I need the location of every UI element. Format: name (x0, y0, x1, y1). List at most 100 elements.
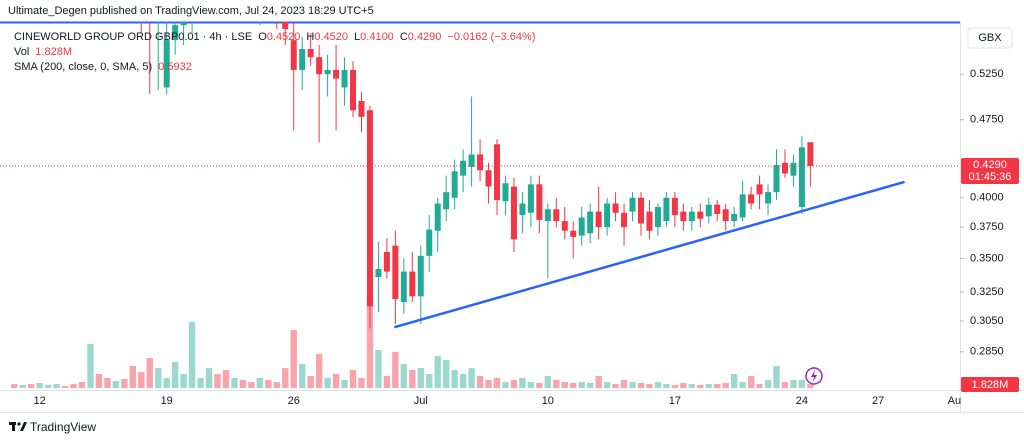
candle-body (765, 192, 772, 204)
volume-bar (451, 370, 458, 388)
candle-body (172, 25, 179, 41)
volume-bar (299, 363, 306, 388)
volume-bar (205, 368, 213, 388)
candle-body (714, 204, 721, 214)
legend-ohlc-label: C (400, 31, 408, 43)
volume-bar (87, 344, 94, 388)
volume-bar (27, 384, 35, 388)
volume-bar (375, 349, 382, 388)
candle-body (722, 209, 729, 222)
volume-bar (324, 377, 331, 388)
candle-body (604, 203, 611, 228)
candle-body (519, 203, 526, 216)
candle-body (485, 170, 492, 187)
candle-body (426, 229, 433, 256)
volume-bar (70, 384, 77, 388)
candle-body (451, 171, 458, 198)
legend-ohlc-label: H (306, 31, 314, 43)
candle-body (748, 194, 755, 204)
brand: TradingView (30, 420, 96, 434)
legend-sma: SMA (200, close, 0, SMA, 5) 0.5932 (14, 61, 192, 73)
volume-bar (434, 356, 441, 388)
volume-bar (595, 375, 602, 388)
volume-bar (671, 384, 679, 388)
volume-bar (688, 384, 696, 388)
volume-bar (358, 377, 365, 388)
x-tick-label: 27 (872, 395, 884, 407)
volume-tag-label: 1.828M (972, 379, 1009, 391)
volume-bar (383, 375, 391, 388)
legend-ohlc-value: 0.4520 (267, 31, 301, 43)
volume-bar (163, 377, 170, 388)
legend-ohlc-label: L (354, 31, 360, 43)
volume-bar (222, 370, 230, 388)
candle-body (468, 154, 475, 168)
candle-body (731, 213, 738, 222)
volume-bar (773, 365, 780, 388)
volume-bar (307, 375, 314, 388)
candle-body (358, 100, 365, 117)
volume-bar (468, 368, 475, 388)
candle-body (510, 186, 517, 240)
candle-body (587, 211, 594, 234)
candle-body (324, 69, 331, 75)
volume-bar (155, 368, 162, 388)
legend-ohlc-label: O (258, 31, 267, 43)
volume-bar (722, 382, 729, 388)
volume-bar (527, 382, 535, 388)
candle-body (527, 184, 534, 213)
candle-body (553, 209, 560, 222)
volume-bar (138, 372, 145, 388)
volume-tag (961, 377, 1019, 393)
candle-body (612, 203, 619, 213)
legend-vol-value: 1.828M (35, 46, 72, 58)
volume-bar (392, 351, 399, 388)
volume-bar (781, 382, 789, 388)
volume-bar (714, 384, 721, 388)
volume-bar (637, 382, 645, 388)
volume-bar (807, 384, 814, 388)
x-tick-label: 26 (288, 395, 300, 407)
candle-body (299, 49, 306, 70)
candle-body (790, 162, 797, 176)
y-tick-label: 0.3750 (970, 221, 1004, 233)
volume-bar (214, 374, 221, 388)
candle-body (646, 211, 653, 231)
volume-layer (11, 297, 814, 388)
legend-change: −0.0162 (−3.64%) (447, 31, 535, 43)
candle-body (383, 252, 390, 272)
volume-bar (315, 354, 323, 388)
candle-body (316, 57, 323, 75)
legend-vol-label: Vol (14, 46, 29, 58)
x-tick-label: 24 (796, 395, 808, 407)
candle-body (180, 22, 187, 26)
volume-bar (197, 377, 204, 388)
candle-body (307, 49, 314, 58)
volume-bar (248, 382, 255, 388)
price-tag-label: 0.4290 (973, 159, 1007, 171)
publisher: Ultimate_Degen published on TradingView.… (8, 5, 374, 17)
candle-body (460, 160, 467, 176)
logo-mark (20, 422, 27, 431)
logo-mark (12, 422, 15, 431)
volume-bar (256, 377, 264, 388)
volume-bar (78, 382, 86, 388)
volume-bar (442, 360, 450, 388)
candle-body (544, 209, 551, 222)
volume-bar (553, 379, 560, 388)
volume-bar (756, 384, 763, 388)
candle-body (536, 184, 543, 220)
volume-bar (485, 379, 492, 388)
candle-body (333, 69, 340, 79)
volume-bar (680, 382, 687, 388)
volume-bar (273, 382, 280, 388)
currency-box (967, 27, 1013, 49)
candle-body (739, 194, 746, 218)
volume-bar (654, 382, 662, 388)
x-tick-label: Au (948, 395, 961, 407)
legend-symbol: CINEWORLD GROUP ORD GBP0.01 · 4h · LSE (14, 31, 252, 43)
candle-body (443, 192, 450, 210)
x-tick-label: 10 (542, 395, 554, 407)
candle-body (629, 197, 636, 212)
